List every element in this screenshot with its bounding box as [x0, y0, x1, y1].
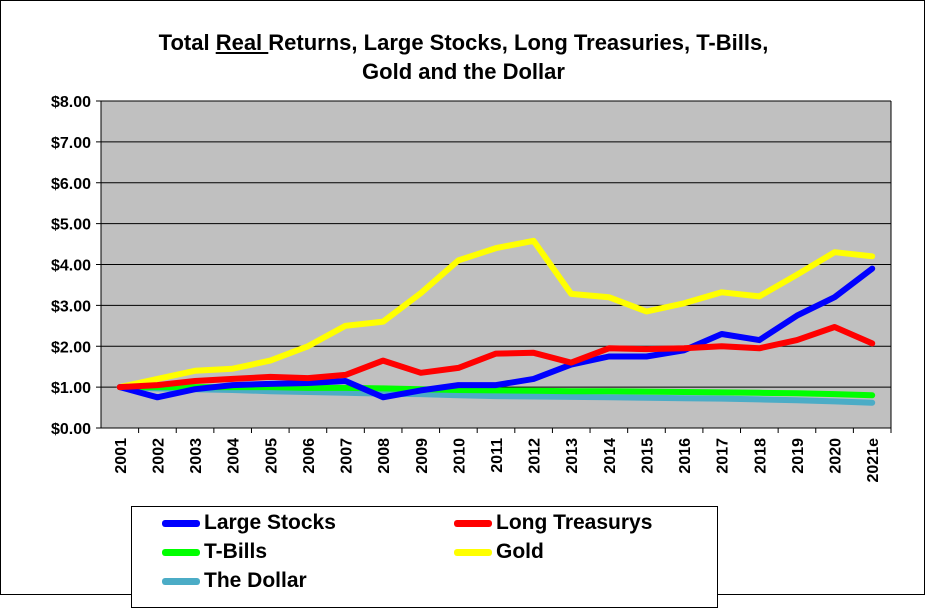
y-tick-label: $6.00 — [51, 176, 91, 193]
title-suffix: Returns, Large Stocks, Long Treasuries, … — [268, 30, 769, 55]
legend-item-gold: Gold — [454, 538, 544, 566]
legend-label-t-bills: T-Bills — [204, 540, 268, 563]
y-tick-label: $2.00 — [51, 339, 91, 356]
x-tick-label: 2005 — [263, 438, 280, 474]
x-tick-label: 2014 — [602, 438, 619, 474]
series-line-large-stocks — [116, 265, 876, 401]
legend-item-the-dollar: The Dollar — [162, 567, 307, 595]
x-tick-label: 2007 — [339, 438, 356, 474]
legend-swatch-large-stocks — [162, 519, 200, 527]
legend-item-t-bills: T-Bills — [162, 538, 267, 566]
legend-swatch-the-dollar — [162, 577, 200, 585]
y-tick-label: $5.00 — [51, 217, 91, 234]
x-tick-label: 2013 — [564, 438, 581, 474]
y-tick-label: $0.00 — [51, 421, 91, 438]
x-tick-label: 2010 — [451, 438, 468, 474]
legend: Large Stocks Long Treasurys T-Bills Gold… — [131, 506, 718, 608]
series-line-the-dollar — [116, 384, 876, 406]
y-tick-label: $7.00 — [51, 135, 91, 152]
x-tick-label: 2001 — [113, 438, 130, 474]
legend-item-large-stocks: Large Stocks — [162, 509, 336, 537]
legend-swatch-t-bills — [162, 548, 200, 556]
x-tick-label: 2011 — [489, 438, 506, 473]
legend-label-long-treasurys: Long Treasurys — [496, 511, 653, 534]
chart-plot: $0.00 $1.00 $2.00 $3.00 $4.00 $5.00 $6.00 $7.00… — [51, 94, 892, 483]
x-tick-label: 2021e — [865, 438, 882, 483]
x-tick-label: 2015 — [639, 438, 656, 474]
x-tick-label: 2020 — [828, 438, 845, 474]
legend-swatch-long-treasurys — [454, 519, 492, 527]
legend-label-the-dollar: The Dollar — [204, 569, 307, 592]
x-tick-label: 2002 — [150, 438, 167, 474]
x-tick-label: 2006 — [301, 438, 318, 474]
x-tick-label: 2008 — [376, 438, 393, 474]
legend-label-large-stocks: Large Stocks — [204, 511, 336, 534]
x-tick-label: 2012 — [527, 438, 544, 474]
legend-swatch-gold — [454, 548, 492, 556]
series-line-gold — [116, 237, 876, 391]
x-tick-label: 2004 — [226, 438, 243, 474]
series-line-long-treasurys — [116, 324, 876, 391]
y-tick-label: $8.00 — [51, 94, 91, 111]
chart-title-line1: Total Real Returns, Large Stocks, Long T… — [1, 30, 925, 56]
y-tick-label: $4.00 — [51, 258, 91, 275]
x-tick-label: 2016 — [677, 438, 694, 474]
y-tick-label: $3.00 — [51, 298, 91, 315]
x-tick-label: 2018 — [752, 438, 769, 474]
chart-title-line2: Gold and the Dollar — [362, 59, 565, 84]
legend-item-long-treasurys: Long Treasurys — [454, 509, 652, 537]
title-prefix: Total — [158, 30, 216, 55]
x-tick-label: 2009 — [414, 438, 431, 474]
title-emphasis: Real — [215, 30, 269, 55]
x-tick-label: 2019 — [790, 438, 807, 474]
legend-label-gold: Gold — [496, 540, 544, 563]
y-tick-label: $1.00 — [51, 380, 91, 397]
x-tick-label: 2017 — [715, 438, 732, 474]
x-tick-label: 2003 — [188, 438, 205, 474]
